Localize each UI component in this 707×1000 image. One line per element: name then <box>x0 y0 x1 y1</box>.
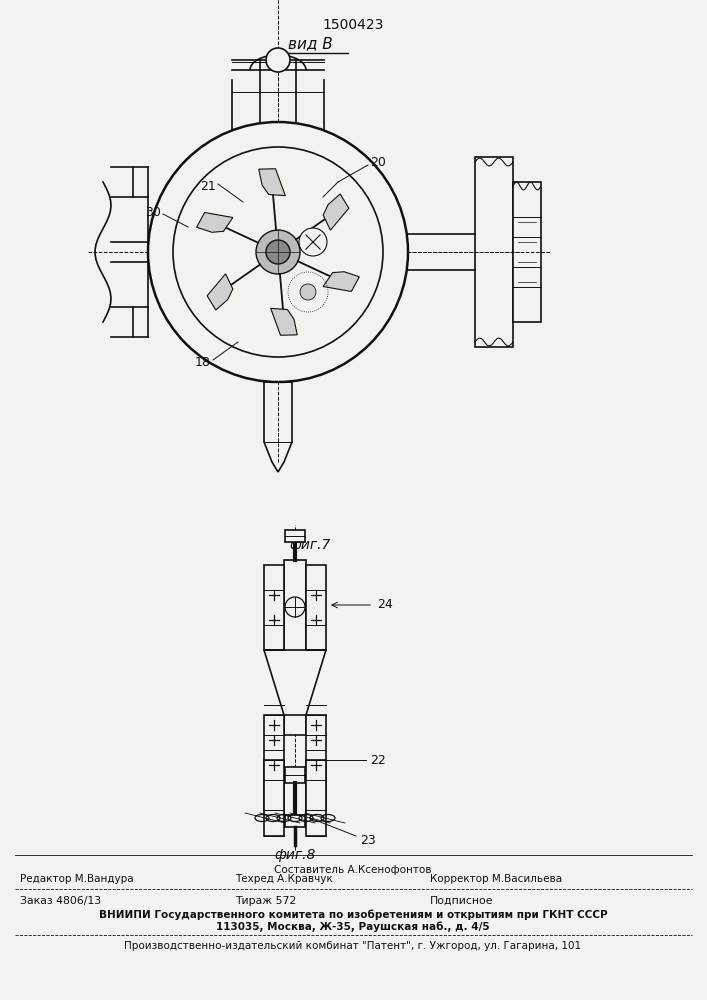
Text: Составитель А.Ксенофонтов: Составитель А.Ксенофонтов <box>274 865 432 875</box>
Text: 30: 30 <box>145 206 161 219</box>
Circle shape <box>285 597 305 617</box>
Circle shape <box>148 122 408 382</box>
Circle shape <box>256 230 300 274</box>
Circle shape <box>299 228 327 256</box>
Text: фиг.8: фиг.8 <box>274 848 316 862</box>
Bar <box>264 715 284 810</box>
Bar <box>264 565 284 650</box>
Polygon shape <box>259 169 286 196</box>
Text: Редактор М.Вандура: Редактор М.Вандура <box>20 874 134 884</box>
Bar <box>285 815 305 827</box>
Text: 113035, Москва, Ж-35, Раушская наб., д. 4/5: 113035, Москва, Ж-35, Раушская наб., д. … <box>216 922 490 932</box>
Text: Тираж 572: Тираж 572 <box>235 896 296 906</box>
Text: ВНИИПИ Государственного комитета по изобретениям и открытиям при ГКНТ СССР: ВНИИПИ Государственного комитета по изоб… <box>99 910 607 920</box>
Bar <box>284 560 306 735</box>
Text: Заказ 4806/13: Заказ 4806/13 <box>20 896 101 906</box>
Polygon shape <box>271 308 297 335</box>
Text: Подписное: Подписное <box>430 896 493 906</box>
Bar <box>264 760 284 836</box>
Text: 1500423: 1500423 <box>322 18 384 32</box>
Text: 18: 18 <box>195 356 211 368</box>
Bar <box>475 157 513 347</box>
Bar <box>306 760 326 836</box>
Text: вид В: вид В <box>288 36 332 51</box>
Text: Техред А.Кравчук: Техред А.Кравчук <box>235 874 333 884</box>
Text: 20: 20 <box>370 155 386 168</box>
Bar <box>306 565 326 650</box>
Bar <box>306 715 326 810</box>
Polygon shape <box>264 650 326 715</box>
Bar <box>260 60 296 122</box>
Polygon shape <box>323 272 359 291</box>
Text: Корректор М.Васильева: Корректор М.Васильева <box>430 874 562 884</box>
Circle shape <box>300 284 316 300</box>
Text: Производственно-издательский комбинат "Патент", г. Ужгород, ул. Гагарина, 101: Производственно-издательский комбинат "П… <box>124 941 582 951</box>
Polygon shape <box>197 213 233 232</box>
Bar <box>285 530 305 542</box>
Text: 23: 23 <box>360 834 375 846</box>
Polygon shape <box>323 194 349 230</box>
Text: 21: 21 <box>200 180 216 194</box>
Polygon shape <box>207 274 233 310</box>
Text: фиг.7: фиг.7 <box>289 538 331 552</box>
Bar <box>513 182 541 322</box>
Circle shape <box>266 48 290 72</box>
Bar <box>285 767 305 783</box>
Text: 22: 22 <box>370 754 386 766</box>
Circle shape <box>266 240 290 264</box>
Text: 24: 24 <box>377 598 393 611</box>
